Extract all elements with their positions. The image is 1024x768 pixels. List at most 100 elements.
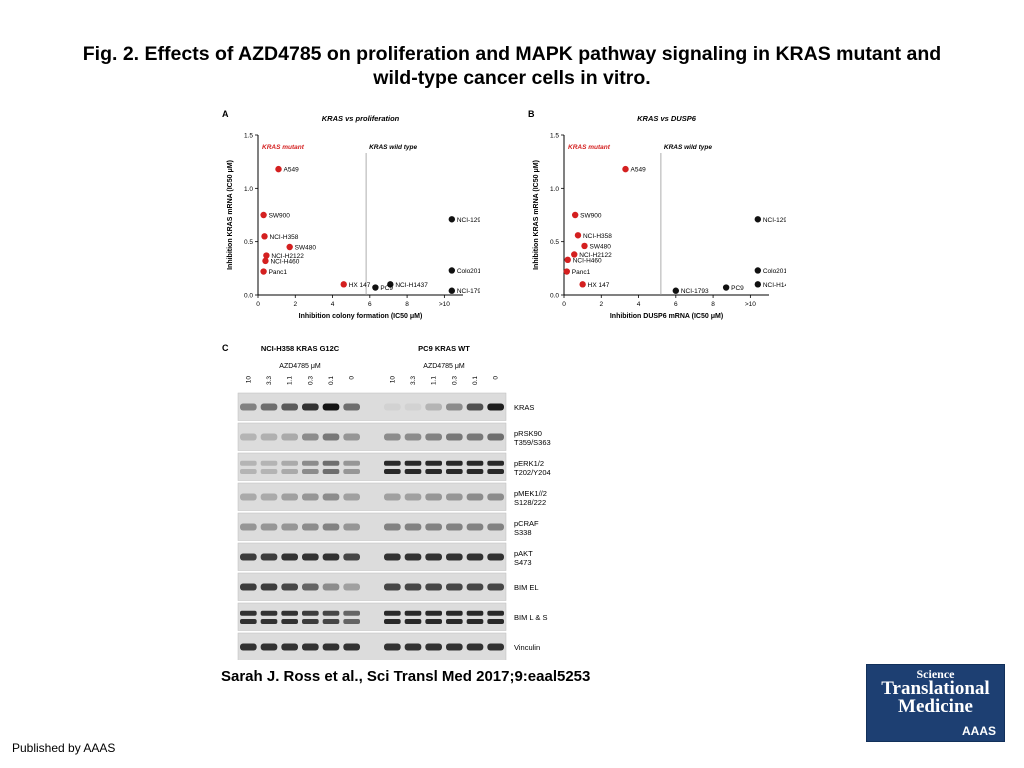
- chart0-data-point-label: HX 147: [349, 282, 371, 289]
- blot-band: [322, 553, 340, 561]
- chart0-x-tick-label: 2: [293, 301, 297, 308]
- blot-band: [487, 610, 504, 616]
- band-label: pCRAF: [514, 519, 539, 528]
- blot-band: [302, 583, 319, 591]
- blot-band: [384, 553, 401, 561]
- chart0-data-point: [387, 281, 394, 288]
- blot-band: [260, 643, 278, 651]
- blot-band: [343, 433, 360, 441]
- chart1-region-label-wild-type: KRAS wild type: [664, 144, 712, 151]
- chart1-data-point-label: NCI-H2122: [579, 252, 612, 259]
- chart1-data-point-label: SW900: [580, 213, 602, 220]
- chart1-x-axis-label: Inhibition DUSP6 mRNA (IC50 μM): [610, 313, 723, 320]
- blot-band: [404, 553, 422, 561]
- blot-band: [446, 493, 463, 501]
- blot-band: [487, 460, 504, 466]
- blot-band: [302, 433, 319, 441]
- blot-band: [260, 523, 278, 531]
- chart1-data-point-label: Colo201: [763, 268, 786, 275]
- chart1-x-tick-label: 0: [562, 301, 566, 308]
- band-label: T202/Y204: [514, 468, 551, 477]
- blot-band: [446, 523, 463, 531]
- blot-band: [466, 460, 484, 466]
- chart1-region-label-mutant: KRAS mutant: [568, 144, 611, 151]
- published-by: Published by AAAS: [12, 741, 116, 755]
- chart0-x-tick-label: 0: [256, 301, 260, 308]
- blot-band: [343, 468, 360, 474]
- chart1-y-tick-label: 1.0: [550, 186, 559, 193]
- chart1-panel-letter: B: [528, 109, 535, 119]
- chart0-data-point: [448, 216, 456, 223]
- blot-band: [322, 403, 340, 411]
- chart1-data-point-label: PC9: [731, 285, 744, 292]
- figure-title-line2: wild-type cancer cells in vitro.: [373, 67, 651, 89]
- chart0-y-tick-label: 0.5: [244, 239, 253, 246]
- blot-band: [384, 403, 401, 411]
- logo-line3: Medicine: [898, 696, 973, 717]
- chart0-data-point: [260, 211, 267, 219]
- chart0-data-point-label: SW480: [295, 245, 317, 252]
- blot-band: [281, 583, 298, 591]
- blot-band: [322, 583, 340, 591]
- blot-band: [384, 523, 401, 531]
- chart0-data-point-label: NCI-H358: [270, 234, 299, 241]
- blot-band: [343, 553, 360, 561]
- blot-band: [302, 493, 319, 501]
- blot-band: [302, 468, 319, 474]
- blot-band: [281, 468, 298, 474]
- blot-band: [487, 523, 504, 531]
- blot-band: [384, 468, 401, 474]
- chart0-data-point: [286, 243, 293, 251]
- band-label: pMEK1//2: [514, 489, 547, 498]
- band-label: BIM EL: [514, 583, 539, 592]
- chart1-data-point: [754, 216, 762, 223]
- blot-band: [487, 468, 504, 474]
- blot-band: [322, 523, 340, 531]
- chart1-data-point-label: NCI-H358: [583, 233, 612, 240]
- blot-band: [240, 460, 257, 466]
- blot-band: [425, 610, 442, 616]
- blot-band: [446, 403, 463, 411]
- figure-title-line1: Fig. 2. Effects of AZD4785 on proliferat…: [82, 43, 942, 65]
- chart0-data-point: [275, 165, 282, 173]
- chart0-data-point: [262, 257, 269, 265]
- group2-title: PC9 KRAS WT: [418, 344, 470, 353]
- blot-band: [260, 618, 278, 624]
- chart1-y-tick-label: 1.5: [550, 133, 559, 140]
- blot-band: [404, 610, 422, 616]
- blot-band: [404, 468, 422, 474]
- group1-title: NCI-H358 KRAS G12C: [261, 344, 340, 353]
- blot-band: [466, 610, 484, 616]
- blot-band: [322, 618, 340, 624]
- blot-band: [404, 403, 422, 411]
- figure-title: Fig. 2. Effects of AZD4785 on proliferat…: [40, 42, 984, 90]
- blot-band: [466, 553, 484, 561]
- chart0-panel-letter: A: [222, 109, 229, 119]
- blot-band: [302, 618, 319, 624]
- blot-band: [384, 583, 401, 591]
- blot-band: [322, 493, 340, 501]
- blot-band: [466, 583, 484, 591]
- logo-line1: Science: [916, 667, 955, 681]
- blot-band: [487, 403, 504, 411]
- blot-band: [446, 460, 463, 466]
- blot-strip: [237, 482, 507, 511]
- chart1-data-point-label: NCI-H1437: [763, 282, 786, 289]
- panel-a-chart: A KRAS vs proliferation 0 2 4 6 8 >10 0.0 0.5 1.0 1…: [222, 109, 480, 320]
- logo-line4: AAAS: [961, 724, 996, 738]
- chart0-title: KRAS vs proliferation: [322, 114, 400, 123]
- chart1-y-tick-label: 0.0: [550, 293, 559, 300]
- blot-band: [404, 583, 422, 591]
- blot-band: [404, 460, 422, 466]
- lane-label: 1.1: [431, 376, 438, 385]
- blot-band: [425, 403, 442, 411]
- blot-band: [343, 583, 360, 591]
- chart1-y-tick-label: 0.5: [550, 239, 559, 246]
- blot-band: [260, 553, 278, 561]
- blot-band: [487, 618, 504, 624]
- chart0-data-point-label: Colo201: [457, 268, 480, 275]
- blot-band: [302, 460, 319, 466]
- blot-strip: [237, 602, 507, 631]
- blot-band: [281, 553, 298, 561]
- blot-strip: [237, 392, 507, 421]
